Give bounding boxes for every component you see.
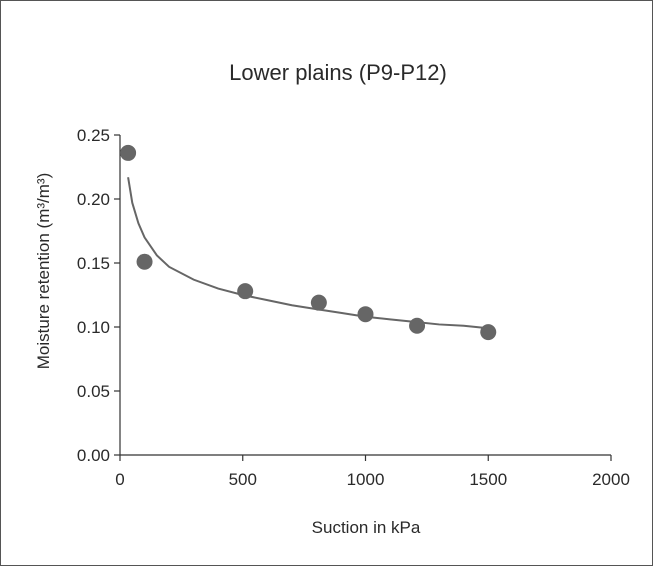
y-axis-label: Moisture retention (m³/m³): [34, 173, 53, 369]
data-point: [480, 324, 497, 341]
y-tick-label: 0.15: [77, 254, 110, 273]
data-point: [409, 317, 426, 334]
x-tick-label: 1500: [469, 470, 507, 489]
data-point: [237, 283, 254, 300]
data-point: [310, 294, 327, 311]
y-tick-label: 0.00: [77, 446, 110, 465]
chart-title: Lower plains (P9-P12): [229, 60, 447, 85]
data-point: [120, 144, 137, 161]
fit-curve-layer: [127, 177, 489, 330]
y-tick-label: 0.10: [77, 318, 110, 337]
y-tick-label: 0.25: [77, 126, 110, 145]
x-tick-label: 2000: [592, 470, 630, 489]
axes: [119, 135, 611, 456]
data-point: [357, 306, 374, 323]
ticks: 0 500 1000 1500 2000 0.00 0.05 0.10 0.15 0.20 0.25: [77, 126, 630, 489]
data-points-layer: [120, 144, 497, 341]
y-tick-label: 0.20: [77, 190, 110, 209]
data-point: [136, 253, 153, 270]
y-tick-label: 0.05: [77, 382, 110, 401]
x-axis-label: Suction in kPa: [312, 518, 421, 537]
fit-curve-line: [127, 177, 489, 330]
y-axis-label-group: Moisture retention (m³/m³): [34, 173, 53, 369]
x-tick-label: 0: [115, 470, 124, 489]
x-tick-label: 1000: [347, 470, 385, 489]
x-tick-label: 500: [229, 470, 257, 489]
